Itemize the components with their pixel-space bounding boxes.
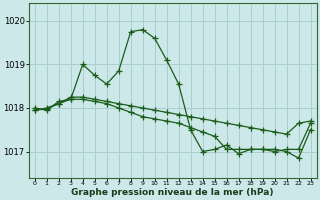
X-axis label: Graphe pression niveau de la mer (hPa): Graphe pression niveau de la mer (hPa) (71, 188, 274, 197)
